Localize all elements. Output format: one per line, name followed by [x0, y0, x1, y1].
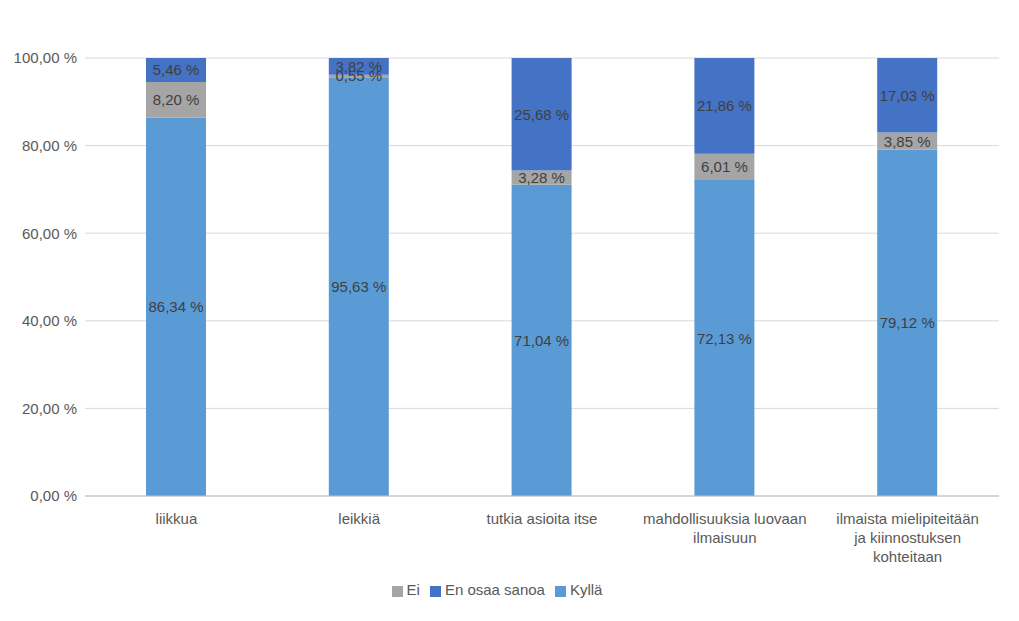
svg-text:0,00 %: 0,00 %: [30, 487, 77, 504]
svg-text:3,28 %: 3,28 %: [518, 169, 565, 186]
svg-text:72,13 %: 72,13 %: [697, 330, 752, 347]
svg-text:25,68 %: 25,68 %: [514, 106, 569, 123]
svg-text:tutkia asioita itse: tutkia asioita itse: [487, 510, 598, 527]
html-text:Kyllä: Kyllä: [570, 581, 603, 598]
svg-text:86,34 %: 86,34 %: [148, 298, 203, 315]
svg-text:60,00 %: 60,00 %: [22, 225, 77, 242]
html-text:En osaa sanoa: En osaa sanoa: [444, 581, 545, 598]
svg-text:8,20 %: 8,20 %: [153, 91, 200, 108]
svg-text:3,82 %: 3,82 %: [335, 58, 382, 75]
svg-text:0,55 %: 0,55 %: [335, 67, 383, 85]
svg-text:leikkiä: leikkiä: [338, 510, 380, 527]
svg-text:20,00 %: 20,00 %: [22, 400, 77, 417]
html-text:Ei: Ei: [406, 581, 420, 598]
svg-text:21,86 %: 21,86 %: [697, 97, 752, 114]
svg-text:40,00 %: 40,00 %: [22, 312, 77, 329]
svg-text:79,12 %: 79,12 %: [880, 314, 935, 331]
svg-text:3,85 %: 3,85 %: [884, 133, 931, 150]
svg-text:liikkua: liikkua: [156, 510, 198, 527]
svg-text:5,46 %: 5,46 %: [153, 61, 200, 78]
svg-text:ilmaista mielipiteitäänja kiin: ilmaista mielipiteitäänja kiinnostuksenk…: [836, 510, 979, 565]
svg-text:100,00 %: 100,00 %: [14, 49, 77, 66]
svg-text:mahdollisuuksia luovaanilmaisu: mahdollisuuksia luovaanilmaisuun: [643, 510, 806, 546]
svg-text:80,00 %: 80,00 %: [22, 137, 77, 154]
svg-text:95,63 %: 95,63 %: [331, 278, 386, 295]
svg-text:6,01 %: 6,01 %: [701, 158, 748, 175]
svg-text:71,04 %: 71,04 %: [514, 332, 569, 349]
svg-text:17,03 %: 17,03 %: [880, 87, 935, 104]
